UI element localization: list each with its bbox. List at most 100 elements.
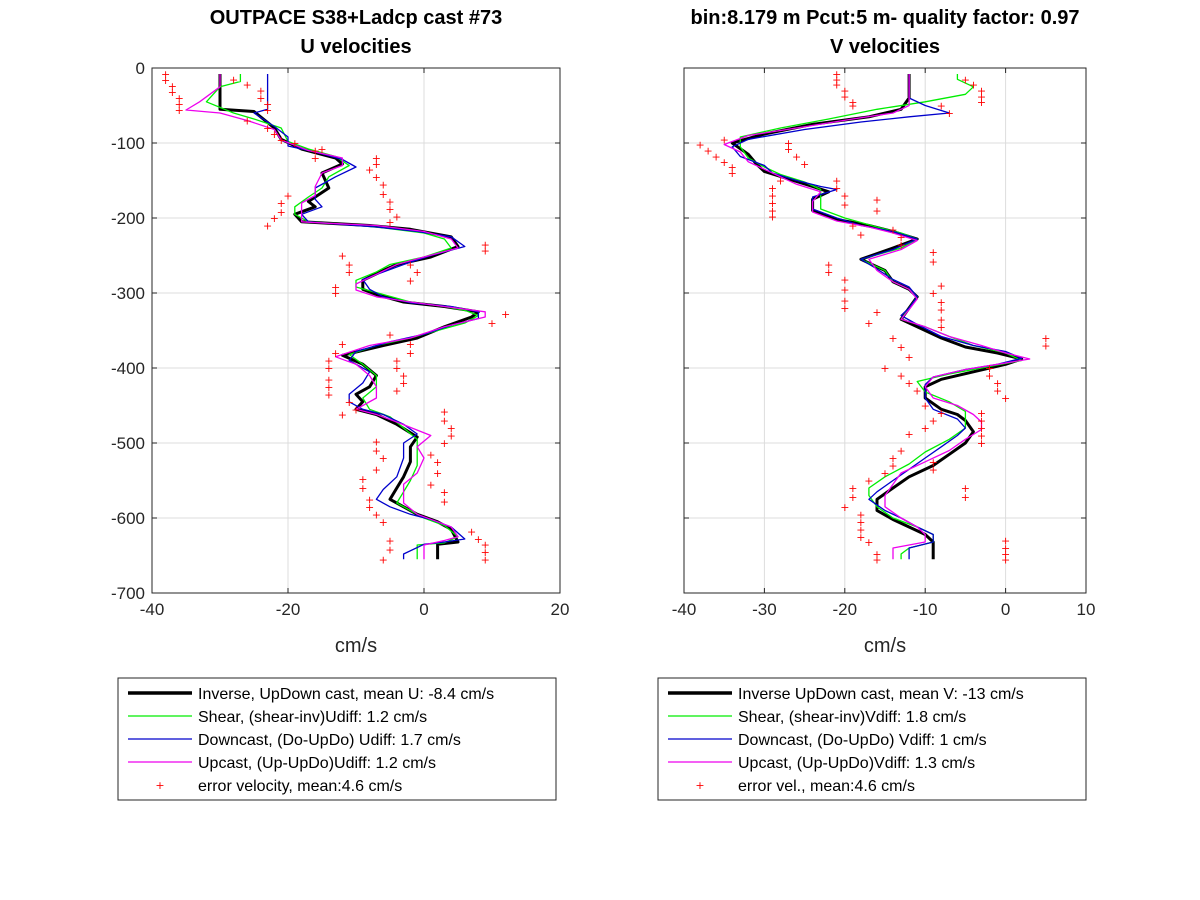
v-error-marker: +	[848, 96, 857, 109]
v-error-marker: +	[937, 100, 946, 113]
v-legend: Inverse UpDown cast, mean V: -13 cm/s She…	[668, 686, 1024, 795]
v-error-marker: +	[880, 467, 889, 480]
u-error-marker: +	[338, 250, 347, 263]
u-error-marker: +	[372, 463, 381, 476]
u-error-marker: +	[277, 206, 286, 219]
v-error-marker: +	[872, 553, 881, 566]
v-x-tick-label: -40	[672, 600, 697, 619]
v-error-marker: +	[929, 256, 938, 269]
v-x-axis-label: cm/s	[864, 635, 906, 657]
v-error-marker: +	[1001, 553, 1010, 566]
v-error-marker: +	[840, 295, 849, 308]
v-x-ticks: -40 -30 -20 -10 0 10	[672, 68, 1096, 619]
u-error-marker: +	[385, 535, 394, 548]
v-error-marker: +	[712, 151, 721, 164]
u-error-marker: +	[385, 216, 394, 229]
u-y-tick-label: -700	[111, 584, 145, 603]
u-error-marker: +	[175, 92, 184, 105]
v-error-marker: +	[905, 377, 914, 390]
u-error-marker: +	[372, 158, 381, 171]
v-error-marker: +	[977, 430, 986, 443]
v-error-marker: +	[840, 199, 849, 212]
v-error-marker: +	[856, 229, 865, 242]
v-error-marker: +	[945, 107, 954, 120]
u-error-marker: +	[433, 456, 442, 469]
u-error-marker: +	[351, 403, 360, 416]
u-error-marker: +	[379, 178, 388, 191]
v-error-marker: +	[728, 161, 737, 174]
u-error-marker: +	[385, 203, 394, 216]
u-error-marker: +	[168, 80, 177, 93]
v-error-marker: +	[896, 445, 905, 458]
u-error-marker: +	[345, 266, 354, 279]
v-error-marker: +	[888, 452, 897, 465]
u-error-marker: +	[372, 171, 381, 184]
u-error-marker: +	[406, 347, 415, 360]
u-error-marker: +	[372, 152, 381, 165]
u-error-marker: +	[433, 467, 442, 480]
u-error-marker: +	[501, 308, 510, 321]
u-error-marker: +	[392, 362, 401, 375]
u-error-marker: +	[311, 152, 320, 165]
u-error-marker: +	[331, 281, 340, 294]
u-error-marker: +	[399, 377, 408, 390]
v-title-line1: bin:8.179 m Pcut:5 m- quality factor: 0.…	[691, 7, 1080, 29]
u-error-marker: +	[481, 553, 490, 566]
v-error-marker: +	[824, 259, 833, 272]
v-error-marker: +	[840, 302, 849, 315]
v-legend-entry: Shear, (shear-inv)Vdiff: 1.8 cm/s	[738, 709, 966, 726]
v-legend-entry: Inverse UpDown cast, mean V: -13 cm/s	[738, 686, 1024, 703]
u-error-marker: +	[324, 388, 333, 401]
u-error-marker: +	[168, 86, 177, 99]
u-error-marker: +	[406, 338, 415, 351]
u-legend-entry: Shear, (shear-inv)Udiff: 1.2 cm/s	[198, 709, 427, 726]
u-axes-box	[151, 67, 561, 594]
v-error-marker: +	[832, 68, 841, 81]
v-error-marker: +	[977, 415, 986, 428]
v-series-downcast-line	[731, 74, 1023, 560]
u-error-marker: +	[481, 538, 490, 551]
u-error-marker: +	[161, 74, 170, 87]
u-error-marker: +	[481, 238, 490, 251]
v-error-marker: +	[768, 197, 777, 210]
u-error-marker: +	[358, 482, 367, 495]
v-error-marker: +	[864, 536, 873, 549]
v-error-marker: +	[888, 223, 897, 236]
v-y-ticks	[684, 67, 1086, 594]
v-error-marker: +	[720, 156, 729, 169]
u-error-marker: +	[447, 422, 456, 435]
u-error-marker: +	[447, 430, 456, 443]
v-error-marker: +	[856, 531, 865, 544]
v-legend-swatch-error: +	[695, 779, 704, 792]
v-error-marker: +	[792, 151, 801, 164]
v-error-marker: +	[832, 182, 841, 195]
u-error-marker: +	[229, 73, 238, 86]
v-error-marker: +	[768, 205, 777, 218]
v-error-marker: +	[848, 491, 857, 504]
u-error-marker: +	[175, 98, 184, 111]
v-error-marker: +	[977, 96, 986, 109]
u-error-marker: +	[426, 448, 435, 461]
u-error-marker: +	[426, 478, 435, 491]
v-error-marker: +	[768, 190, 777, 203]
u-error-marker: +	[270, 212, 279, 225]
v-error-marker: +	[784, 143, 793, 156]
v-x-tick-label: 10	[1077, 600, 1096, 619]
u-error-marker: +	[358, 473, 367, 486]
u-error-marker: +	[392, 211, 401, 224]
u-error-marker: +	[243, 115, 252, 128]
u-error-marker: +	[365, 163, 374, 176]
v-x-tick-label: -20	[833, 600, 858, 619]
u-error-marker: +	[324, 362, 333, 375]
v-error-marker: +	[1001, 542, 1010, 555]
v-error-marker: +	[776, 175, 785, 188]
v-error-marker: +	[937, 321, 946, 334]
v-error-marker: +	[848, 100, 857, 113]
v-x-tick-label: 0	[1001, 600, 1010, 619]
v-error-marker: +	[840, 190, 849, 203]
v-error-marker: +	[896, 341, 905, 354]
v-error-marker: +	[800, 158, 809, 171]
v-legend-entry: Upcast, (Up-UpDo)Vdiff: 1.3 cm/s	[738, 755, 975, 772]
u-error-marker: +	[331, 287, 340, 300]
u-error-marker: +	[392, 385, 401, 398]
